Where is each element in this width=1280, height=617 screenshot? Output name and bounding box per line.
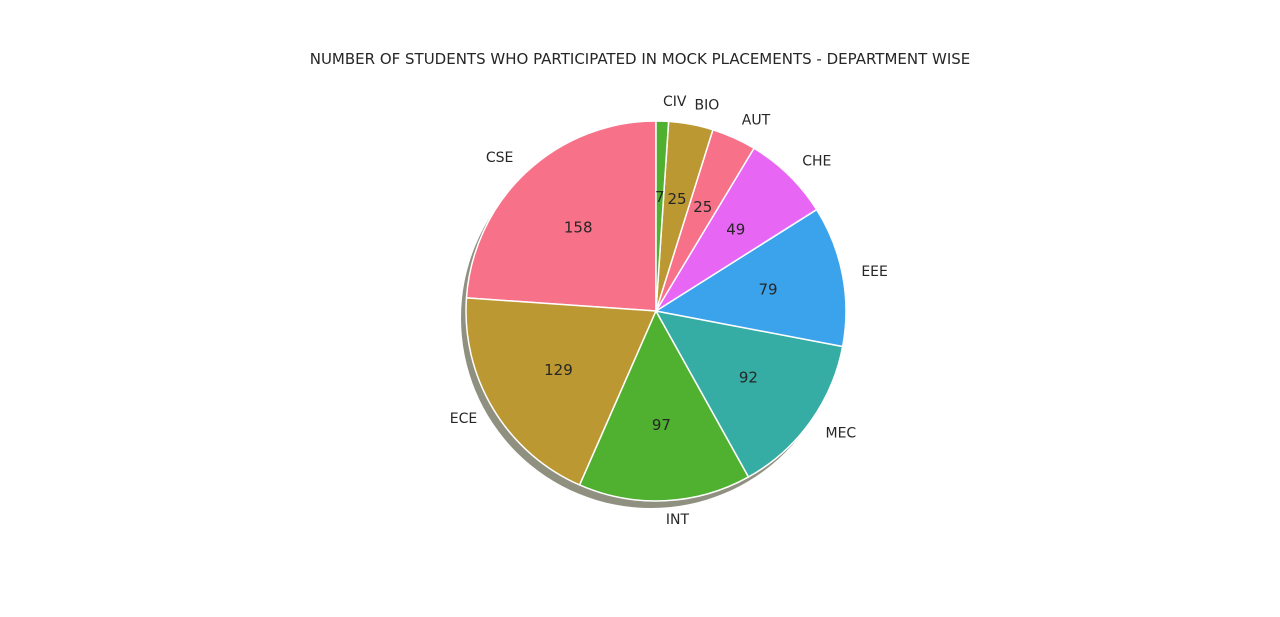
slice-value-label: 25 [667,190,686,208]
slice-category-label: ECE [450,411,477,427]
pie-slice-cse [465,120,657,312]
slice-category-label: BIO [695,98,720,114]
slice-value-label: 129 [544,361,573,379]
slice-category-label: CIV [663,94,687,110]
pie-slice-civ [655,120,670,312]
pie-labels: CSE 158 ECE 129 INT 97 MEC 92 EEE 79 CHE 49 AUT 25 BIO… [450,94,888,528]
slice-value-label: 25 [693,198,712,216]
slice-category-label: INT [666,512,690,528]
pie-slice-int [578,310,750,502]
pie-slices [465,120,847,502]
chart-title: NUMBER OF STUDENTS WHO PARTICIPATED IN M… [309,50,971,68]
slice-value-label: 158 [564,219,593,237]
slice-value-label: 7 [655,188,665,206]
slice-category-label: CHE [802,154,831,170]
slice-value-label: 97 [652,416,671,434]
slice-category-label: EEE [861,264,888,280]
pie-slice-mec [655,310,844,478]
slice-category-label: AUT [742,112,771,128]
slice-value-label: 92 [739,369,758,387]
slice-category-label: MEC [825,425,856,441]
pie-slice-ece [465,297,657,486]
slice-value-label: 79 [758,281,777,299]
slice-value-label: 49 [726,221,745,239]
pie-slice-eee [655,208,847,348]
slice-category-label: CSE [486,150,514,166]
